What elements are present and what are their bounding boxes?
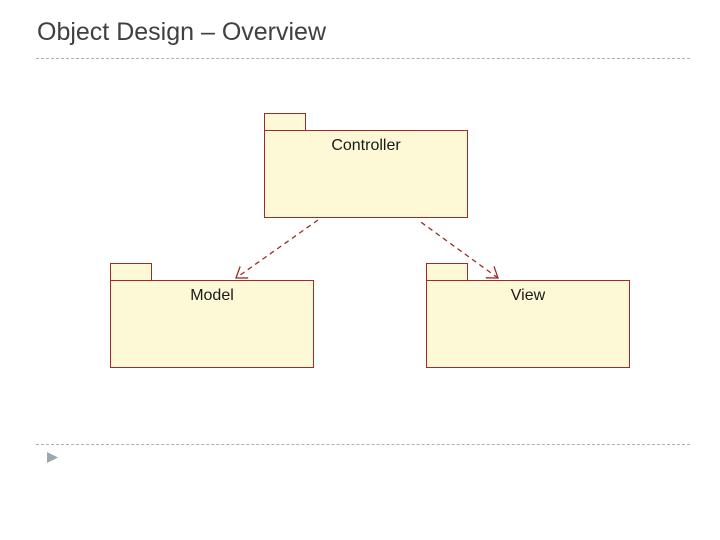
package-controller: Controller — [264, 113, 468, 219]
package-model: Model — [110, 263, 314, 369]
package-body: Controller — [264, 130, 468, 218]
page-title: Object Design – Overview — [37, 18, 326, 47]
package-tab — [264, 113, 306, 131]
bullet-icon — [46, 451, 61, 471]
package-view: View — [426, 263, 630, 369]
divider-top — [36, 58, 690, 59]
divider-bottom — [36, 444, 690, 445]
package-body: Model — [110, 280, 314, 368]
package-tab — [110, 263, 152, 281]
package-body: View — [426, 280, 630, 368]
package-tab — [426, 263, 468, 281]
